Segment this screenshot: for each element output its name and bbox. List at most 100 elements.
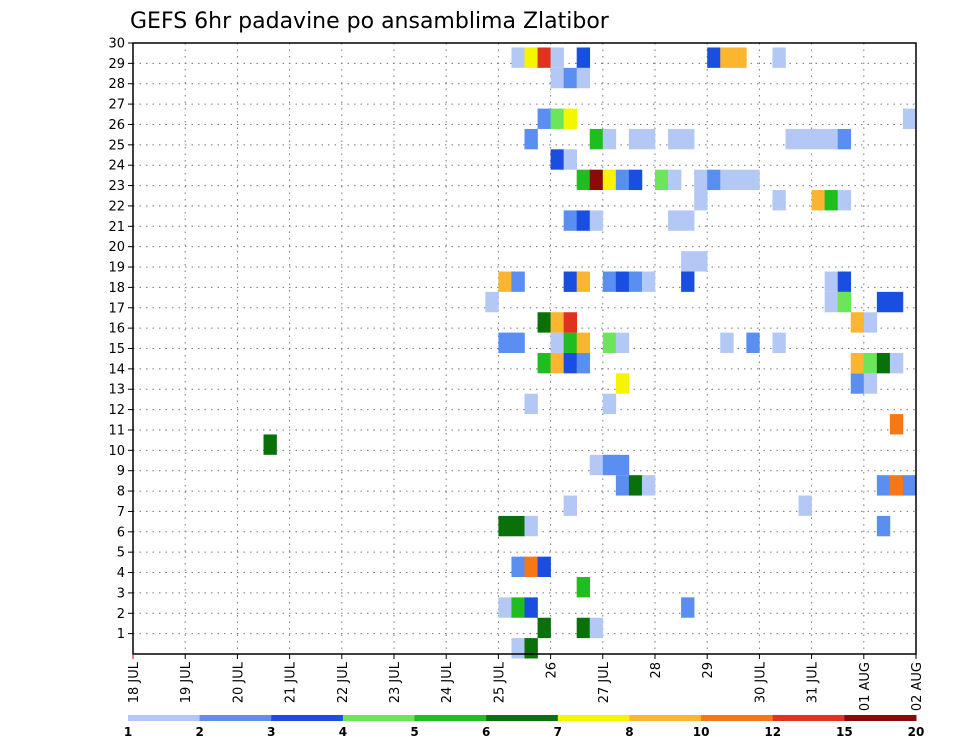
precip-cell <box>733 169 747 191</box>
precip-cell <box>550 332 564 353</box>
y-axis-ticks: 1234567891011121314151617181920212223242… <box>108 37 133 642</box>
precip-cell <box>576 617 591 639</box>
precip-cell <box>876 352 891 374</box>
precip-cell <box>863 312 878 333</box>
precip-cell <box>563 108 577 129</box>
precip-cell <box>876 475 891 496</box>
legend-label: 2 <box>195 725 203 739</box>
y-tick-label: 23 <box>108 179 125 194</box>
precip-cell <box>889 414 904 435</box>
y-tick-label: 17 <box>108 301 125 316</box>
precip-cell <box>668 210 682 231</box>
precip-cell <box>628 475 643 496</box>
precip-cell <box>785 128 799 150</box>
y-tick-label: 5 <box>117 546 125 561</box>
precip-cell <box>641 475 656 496</box>
precip-cell <box>537 352 551 374</box>
y-tick-label: 21 <box>108 220 125 235</box>
legend-swatch <box>629 715 702 721</box>
y-tick-label: 16 <box>108 322 125 337</box>
y-tick-label: 4 <box>117 566 125 581</box>
precip-cell <box>563 210 577 231</box>
precip-cell <box>589 617 604 639</box>
legend-label: 12 <box>764 725 781 739</box>
precip-cell <box>720 332 734 353</box>
precip-cell <box>511 638 525 659</box>
precip-cell <box>694 251 708 272</box>
precip-cell <box>641 271 656 292</box>
y-tick-label: 1 <box>117 627 125 642</box>
chart-title: GEFS 6hr padavine po ansamblima Zlatibor <box>130 9 610 34</box>
legend-label: 1 <box>124 725 132 739</box>
precip-cell <box>602 332 617 353</box>
precip-cell <box>589 454 604 476</box>
legend: 1 2 3 4 5 6 7 8 10 12 15 20 <box>124 715 924 739</box>
legend-swatch <box>414 715 487 721</box>
y-tick-label: 13 <box>108 383 125 398</box>
precip-cell <box>498 515 512 537</box>
precip-cell <box>576 577 591 598</box>
precip-cell <box>498 271 512 292</box>
precip-cell <box>550 149 564 170</box>
precip-cell <box>537 47 551 68</box>
y-tick-label: 29 <box>108 57 125 72</box>
precip-cell <box>746 169 760 191</box>
legend-swatch <box>486 715 559 721</box>
precip-cell <box>615 475 630 496</box>
y-tick-label: 30 <box>108 37 125 52</box>
precip-cell <box>602 271 617 292</box>
precip-cell <box>576 332 591 353</box>
precip-cell <box>615 454 630 476</box>
precip-cell <box>537 617 551 639</box>
precip-cell <box>524 638 538 659</box>
precip-cell <box>537 108 551 129</box>
x-tick-label: 19 JUL <box>179 661 194 703</box>
precip-cell <box>837 190 852 211</box>
precip-cell <box>563 149 577 170</box>
precip-cell <box>576 210 591 231</box>
y-tick-label: 11 <box>108 423 125 438</box>
x-tick-label: 22 JUL <box>336 661 351 703</box>
precip-cell <box>746 332 760 353</box>
precip-cell <box>511 556 525 578</box>
precip-cell <box>550 47 564 68</box>
y-tick-label: 19 <box>108 261 125 276</box>
precip-cell <box>655 169 669 191</box>
precip-cell <box>563 271 577 292</box>
x-tick-label: 23 JUL <box>388 661 403 703</box>
precip-cell <box>824 291 838 313</box>
y-tick-label: 8 <box>117 485 125 500</box>
precip-cell <box>733 47 747 68</box>
precip-cell <box>850 352 865 374</box>
precip-cell <box>511 332 525 353</box>
x-tick-label: 31 JUL <box>806 661 821 703</box>
precip-cell <box>720 47 734 68</box>
legend-label: 5 <box>410 725 418 739</box>
y-tick-label: 6 <box>117 525 125 540</box>
y-tick-label: 24 <box>108 159 125 174</box>
y-tick-label: 15 <box>108 342 125 357</box>
precip-cell <box>824 190 838 211</box>
precip-cell <box>772 47 786 68</box>
precip-cell <box>550 312 564 333</box>
precip-cell <box>602 393 617 415</box>
precip-cell <box>576 352 591 374</box>
precip-cell <box>563 312 577 333</box>
legend-label: 6 <box>482 725 490 739</box>
x-tick-label: 27 JUL <box>597 661 612 703</box>
x-axis-ticks: 18 JUL 19 JUL 20 JUL 21 JUL 22 JUL 23 JUL 24 J… <box>127 654 925 711</box>
y-tick-label: 28 <box>108 77 125 92</box>
precip-cell <box>498 597 512 618</box>
precip-cell <box>537 556 551 578</box>
precip-cell <box>485 291 499 313</box>
precip-cell <box>524 556 538 578</box>
x-tick-label: 24 JUL <box>440 661 455 703</box>
y-tick-label: 18 <box>108 281 125 296</box>
data-cells <box>263 47 917 659</box>
x-tick-label: 20 JUL <box>231 661 246 703</box>
precip-cell <box>889 352 904 374</box>
precip-cell <box>902 475 917 496</box>
y-tick-label: 3 <box>117 586 125 601</box>
y-tick-label: 26 <box>108 118 125 133</box>
precip-cell <box>602 454 617 476</box>
